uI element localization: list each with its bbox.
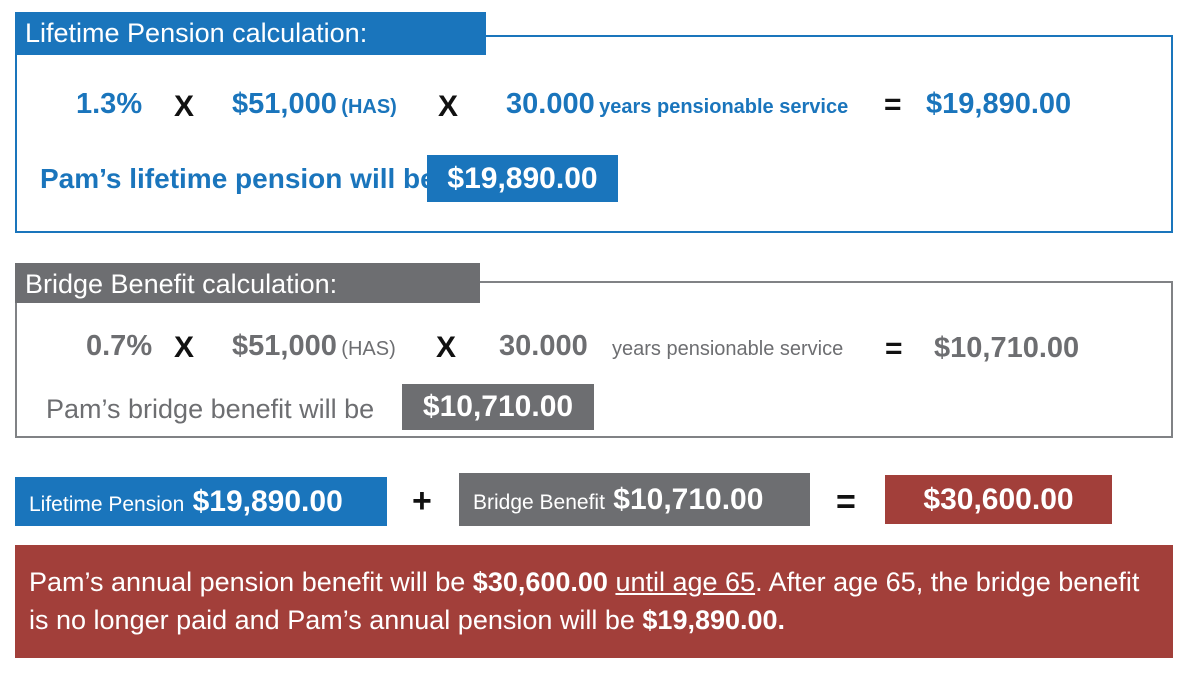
bridge-result: $10,710.00 [934, 332, 1080, 364]
lifetime-service-value: 30.000 [506, 88, 595, 120]
lifetime-service-label: years pensionable service [599, 96, 849, 118]
lifetime-service: 30.000 years pensionable service [506, 88, 848, 121]
bridge-equals-operator: = [885, 332, 903, 365]
sum-lifetime-chip: Lifetime Pension $19,890.00 [15, 477, 387, 526]
lifetime-result: $19,890.00 [926, 88, 1072, 120]
sum-plus-operator: + [412, 482, 432, 520]
bridge-service-label: years pensionable service [612, 338, 844, 360]
bridge-multiply-operator-2: X [436, 331, 457, 364]
sum-equals-operator: = [836, 483, 856, 521]
sum-bridge-value: $10,710.00 [613, 483, 764, 516]
lifetime-multiply-operator-2: X [438, 90, 459, 123]
lifetime-has-value: $51,000 [232, 88, 337, 120]
note-text-1: Pam’s annual pension benefit will be [29, 567, 473, 597]
lifetime-equals-operator: = [884, 88, 902, 121]
bridge-has-label: (HAS) [341, 338, 396, 360]
lifetime-pension-panel [15, 35, 1173, 233]
note-bold-total: $30,600.00 [472, 567, 608, 597]
bridge-benefit-header: Bridge Benefit calculation: [15, 263, 480, 303]
lifetime-has: $51,000 (HAS) [232, 88, 397, 121]
bridge-rate: 0.7% [86, 330, 153, 362]
sum-total-value: $30,600.00 [885, 475, 1112, 524]
sum-lifetime-label: Lifetime Pension [29, 493, 185, 516]
note-bold-lifetime: $19,890.00. [642, 605, 786, 635]
pension-summary-note: Pam’s annual pension benefit will be $30… [15, 545, 1173, 658]
sum-bridge-label: Bridge Benefit [473, 491, 605, 514]
sum-bridge-chip: Bridge Benefit $10,710.00 [459, 473, 810, 526]
lifetime-has-label: (HAS) [341, 96, 397, 118]
note-underline-age: until age 65 [615, 567, 756, 597]
lifetime-summary-value: $19,890.00 [427, 155, 618, 202]
lifetime-multiply-operator-1: X [174, 90, 195, 123]
sum-lifetime-value: $19,890.00 [192, 485, 343, 518]
bridge-summary-text: Pam’s bridge benefit will be [46, 394, 375, 424]
note-text-3: . After age 65, the bridge benefit is no… [29, 567, 1140, 635]
bridge-benefit-panel [15, 281, 1173, 438]
lifetime-summary-text: Pam’s lifetime pension will be [40, 163, 436, 194]
bridge-has: $51,000 (HAS) [232, 330, 396, 363]
bridge-has-value: $51,000 [232, 330, 337, 362]
bridge-service-value: 30.000 [499, 330, 588, 362]
bridge-multiply-operator-1: X [174, 331, 195, 364]
lifetime-pension-header: Lifetime Pension calculation: [15, 12, 486, 55]
bridge-summary-value: $10,710.00 [402, 384, 594, 430]
lifetime-rate: 1.3% [76, 88, 143, 120]
